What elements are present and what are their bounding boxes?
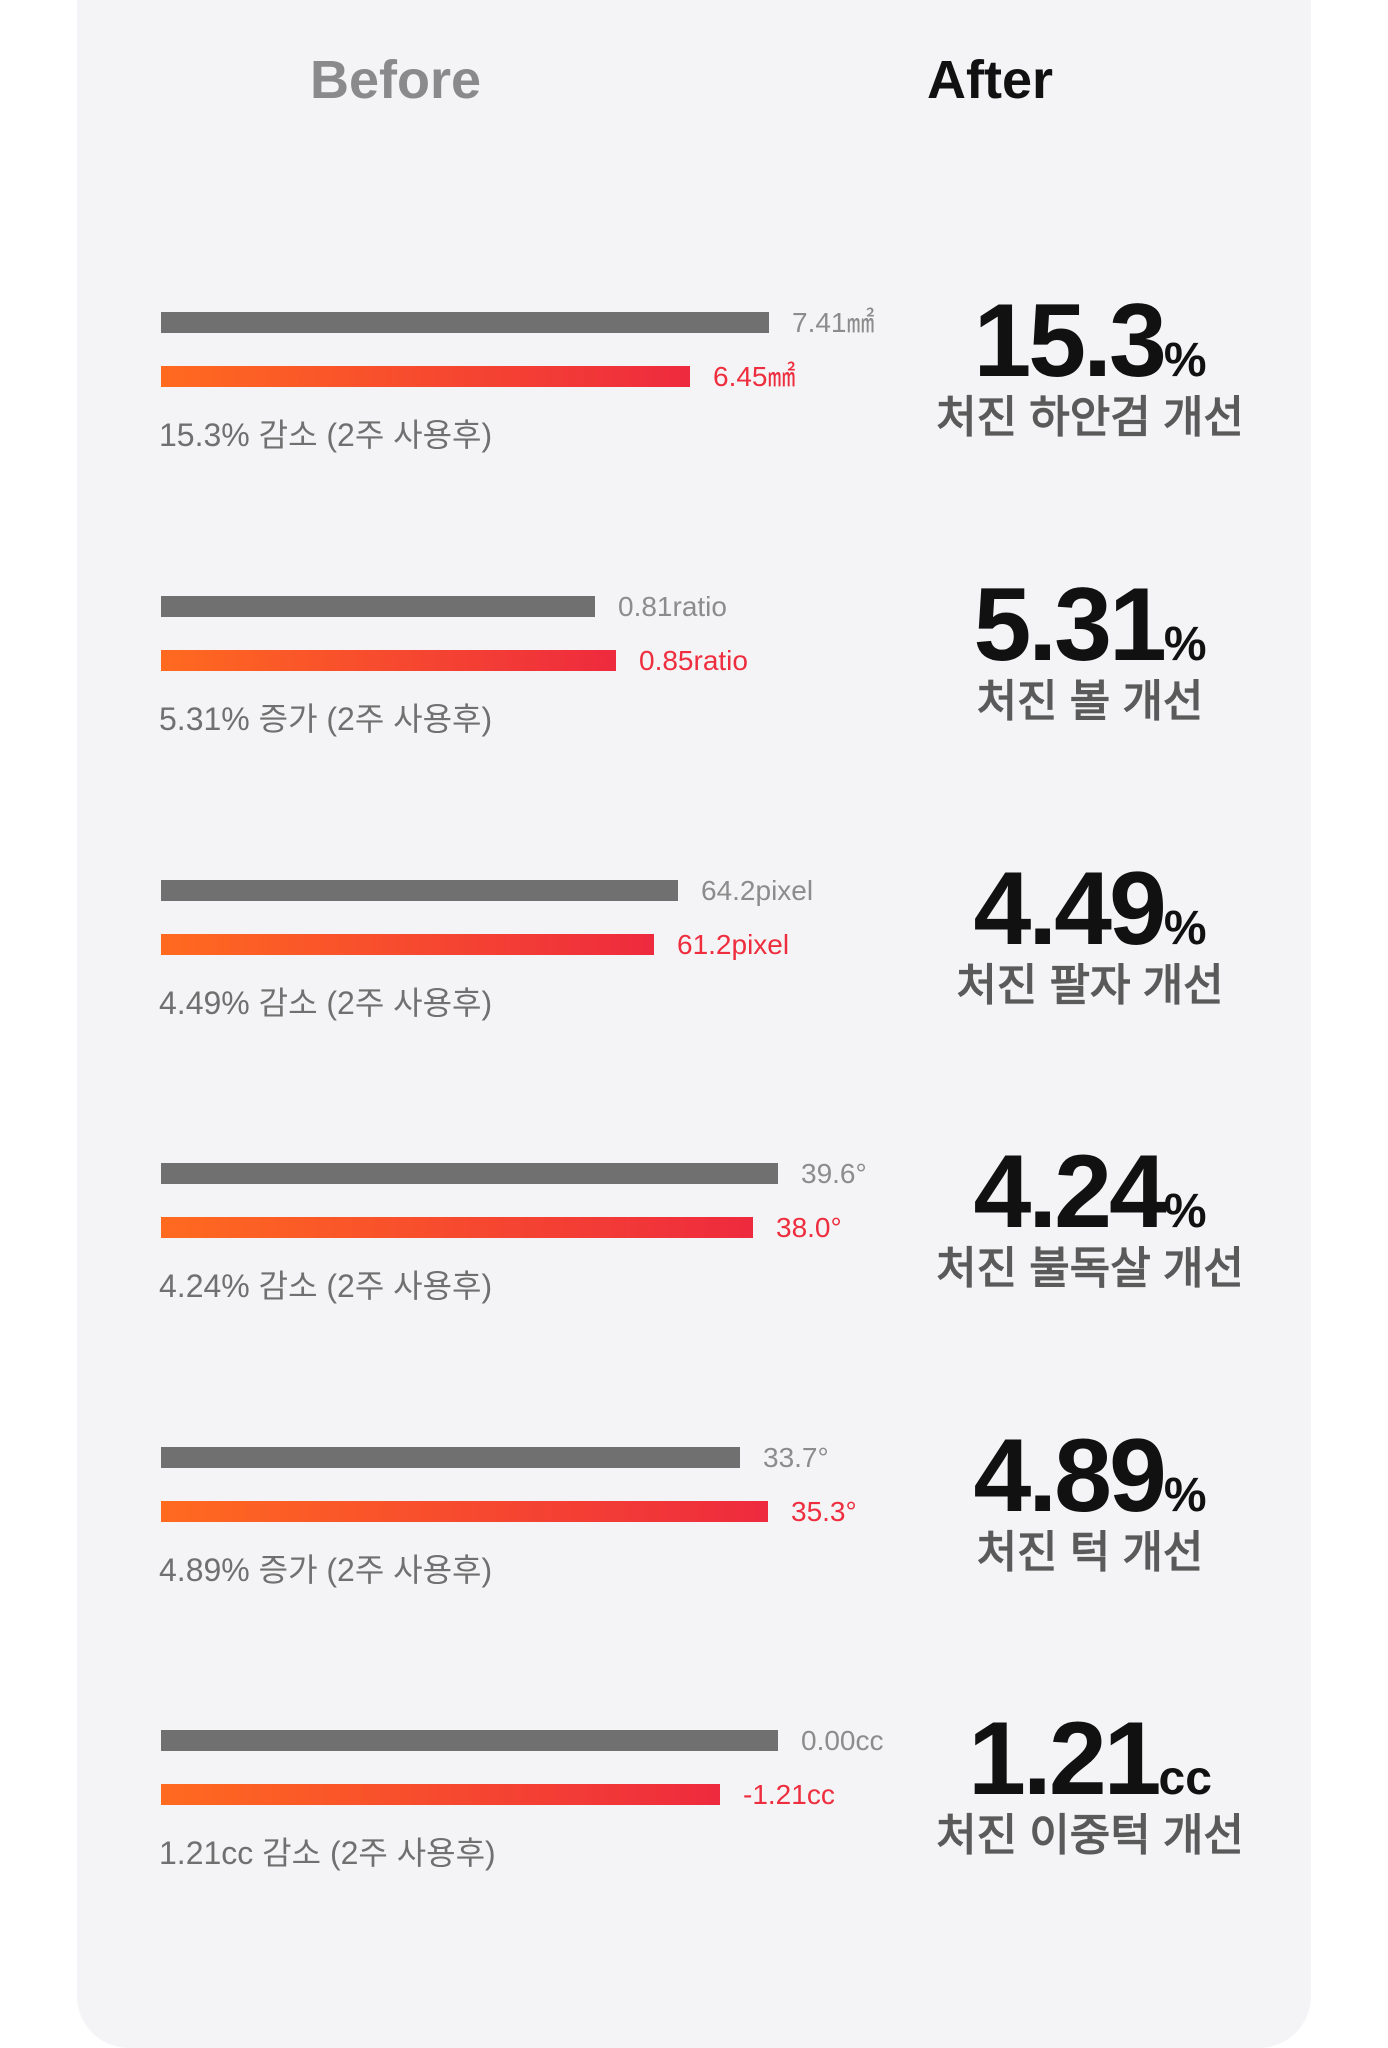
metric-row: 7.41㎟ 6.45㎟ 15.3% 감소 (2주 사용후) 15.3% 처진 하안검 개…	[0, 289, 1388, 543]
before-bar	[161, 1730, 778, 1751]
improvement-value: 5.31%	[840, 573, 1340, 697]
improvement-unit: %	[1163, 618, 1207, 671]
after-bar	[161, 1501, 768, 1522]
before-bar	[161, 1163, 778, 1184]
metric-row: 39.6° 38.0° 4.24% 감소 (2주 사용후) 4.24% 처진 불독살 개…	[0, 1140, 1388, 1394]
improvement-label: 처진 볼 개선	[976, 677, 1204, 726]
improvement-number: 4.24	[973, 1134, 1166, 1250]
change-caption: 4.49% 감소 (2주 사용후)	[159, 985, 493, 1021]
after-bar	[161, 1217, 753, 1238]
change-caption: 4.89% 증가 (2주 사용후)	[159, 1552, 493, 1588]
improvement-label: 처진 팔자 개선	[956, 961, 1224, 1010]
improvement-label: 처진 이중턱 개선	[936, 1811, 1244, 1860]
after-bar	[161, 934, 654, 955]
change-caption: 4.24% 감소 (2주 사용후)	[159, 1268, 493, 1304]
after-value-label: 61.2pixel	[677, 929, 790, 960]
before-bar	[161, 1447, 740, 1468]
improvement-number: 5.31	[973, 567, 1166, 683]
improvement-number: 15.3	[973, 283, 1166, 399]
improvement-value: 4.89%	[840, 1424, 1340, 1548]
before-value-label: 7.41㎟	[792, 307, 875, 338]
before-header: Before	[310, 50, 482, 110]
change-caption: 1.21cc 감소 (2주 사용후)	[159, 1835, 496, 1871]
before-value-label: 33.7°	[763, 1442, 829, 1473]
after-header: After	[927, 50, 1054, 110]
after-bar	[161, 650, 616, 671]
after-value-label: 0.85ratio	[639, 645, 748, 676]
after-value-label: 38.0°	[776, 1212, 842, 1243]
metric-row: 0.81ratio 0.85ratio 5.31% 증가 (2주 사용후) 5.31%…	[0, 573, 1388, 827]
after-value-label: -1.21cc	[743, 1779, 835, 1810]
comparison-card	[77, 0, 1311, 2048]
improvement-label: 처진 하안검 개선	[936, 393, 1244, 442]
before-value-label: 0.00cc	[801, 1725, 884, 1756]
improvement-number: 4.49	[973, 851, 1166, 967]
before-value-label: 0.81ratio	[618, 591, 727, 622]
metric-row: 64.2pixel 61.2pixel 4.49% 감소 (2주 사용후) 4.49%…	[0, 857, 1388, 1111]
after-bar	[161, 366, 690, 387]
change-caption: 15.3% 감소 (2주 사용후)	[159, 417, 493, 453]
improvement-unit: %	[1163, 902, 1207, 955]
metric-row: 33.7° 35.3° 4.89% 증가 (2주 사용후) 4.89% 처진 턱 개선	[0, 1424, 1388, 1678]
before-bar	[161, 596, 595, 617]
improvement-number: 1.21	[968, 1701, 1161, 1817]
improvement-unit: %	[1163, 334, 1207, 387]
after-bar	[161, 1784, 720, 1805]
before-value-label: 39.6°	[801, 1158, 867, 1189]
improvement-unit: %	[1163, 1185, 1207, 1238]
improvement-label: 처진 턱 개선	[976, 1528, 1204, 1577]
improvement-value: 15.3%	[840, 289, 1340, 413]
before-bar	[161, 312, 769, 333]
improvement-value: 1.21cc	[840, 1707, 1340, 1831]
improvement-value: 4.24%	[840, 1140, 1340, 1264]
before-value-label: 64.2pixel	[701, 875, 814, 906]
improvement-unit: cc	[1158, 1752, 1212, 1805]
metric-row: 0.00cc -1.21cc 1.21cc 감소 (2주 사용후) 1.21cc 처진 …	[0, 1707, 1388, 1961]
improvement-label: 처진 불독살 개선	[936, 1244, 1244, 1293]
improvement-number: 4.89	[973, 1418, 1166, 1534]
improvement-value: 4.49%	[840, 857, 1340, 981]
after-value-label: 6.45㎟	[713, 361, 796, 392]
improvement-unit: %	[1163, 1469, 1207, 1522]
after-value-label: 35.3°	[791, 1496, 857, 1527]
before-bar	[161, 880, 678, 901]
change-caption: 5.31% 증가 (2주 사용후)	[159, 701, 493, 737]
